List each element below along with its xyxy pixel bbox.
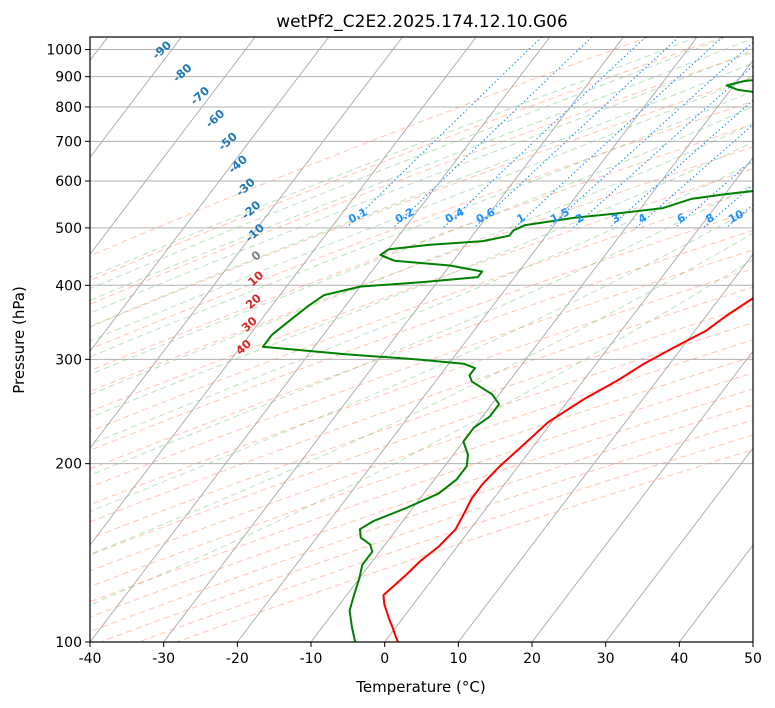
x-axis-ticks: -40 -30 -20 -10 0 10 20 30 40 50 (79, 642, 762, 667)
y-tick-label: 600 (55, 174, 82, 190)
dry-adiabat-line (90, 372, 753, 603)
x-tick-label: 10 (449, 651, 467, 667)
y-tick-label: 300 (55, 352, 82, 368)
dry-adiabats (90, 37, 753, 642)
isotherm-line (90, 37, 256, 256)
x-tick-label: 0 (380, 651, 389, 667)
moist-adiabat-line (90, 258, 753, 606)
mixing-ratio-line (473, 37, 680, 229)
dry-adiabat-line (90, 51, 753, 305)
mixing-ratio-line (442, 37, 646, 229)
isotherm-line (90, 37, 330, 352)
plot-frame (89, 36, 754, 643)
y-tick-label: 900 (55, 70, 82, 86)
moist-adiabat-line (90, 75, 753, 342)
x-tick-label: -10 (300, 651, 323, 667)
x-axis-label: Temperature (°C) (355, 678, 485, 696)
x-tick-label: 30 (597, 651, 615, 667)
temperature-trace (382, 296, 753, 642)
mixing-ratio-label: 10 (726, 207, 746, 226)
moist-adiabat-line (90, 123, 753, 396)
y-tick-label: 500 (55, 221, 82, 237)
y-axis-label: Pressure (hPa) (10, 286, 28, 394)
sounding-traces (261, 79, 753, 642)
mixing-ratio-line (547, 41, 753, 229)
isotherms (90, 37, 753, 642)
dewpoint-trace (261, 79, 753, 642)
y-tick-label: 400 (55, 278, 82, 294)
mixing-ratio-line (608, 99, 753, 229)
moist-adiabat-line (90, 37, 698, 278)
mixing-ratio-line (345, 37, 542, 229)
dry-adiabat-line (90, 339, 753, 572)
y-axis-ticks: 100 200 300 400 500 600 700 800 900 1000 (46, 43, 90, 651)
moist-adiabat-line (90, 37, 727, 290)
isotherm-line (90, 37, 477, 546)
isotherm-line (605, 447, 753, 642)
x-tick-label: 50 (744, 651, 762, 667)
moist-adiabat-line (90, 90, 753, 358)
dry-adiabat-line (138, 434, 753, 642)
dry-adiabat-line (90, 37, 724, 281)
x-tick-label: 20 (523, 651, 541, 667)
dry-adiabat-line (90, 388, 753, 618)
dry-adiabat-line (90, 322, 753, 556)
y-tick-label: 1000 (46, 43, 82, 59)
isotherm-line (531, 350, 753, 642)
x-tick-label: -20 (226, 651, 249, 667)
dry-adiabat-line (90, 123, 753, 372)
y-tick-label: 700 (55, 134, 82, 150)
moist-adiabat-line (90, 207, 753, 513)
y-tick-label: 800 (55, 100, 82, 116)
dry-adiabat-line (90, 304, 753, 540)
moist-adiabat-line (90, 141, 753, 419)
isotherm-line (163, 37, 624, 642)
x-tick-label: -40 (79, 651, 102, 667)
dry-adiabat-line (100, 419, 753, 642)
isotherm-line (310, 59, 753, 642)
isotherm-line (90, 37, 182, 159)
dry-adiabat-line (90, 356, 753, 588)
y-tick-label: 200 (55, 457, 82, 473)
dry-adiabat-line (90, 404, 753, 633)
chart-title: wetPf2_C2E2.2025.174.12.10.G06 (276, 12, 568, 32)
isotherm-line (384, 156, 753, 642)
x-tick-label: 40 (670, 651, 688, 667)
moist-adiabat-line (90, 62, 753, 327)
isotherm-line (90, 37, 551, 642)
x-tick-label: -30 (152, 651, 175, 667)
isotherm-line (90, 37, 403, 449)
y-tick-label: 100 (55, 635, 82, 651)
moist-adiabat-line (90, 37, 753, 302)
isotherm-line (236, 37, 698, 642)
mixing-ratio-line (635, 124, 753, 229)
